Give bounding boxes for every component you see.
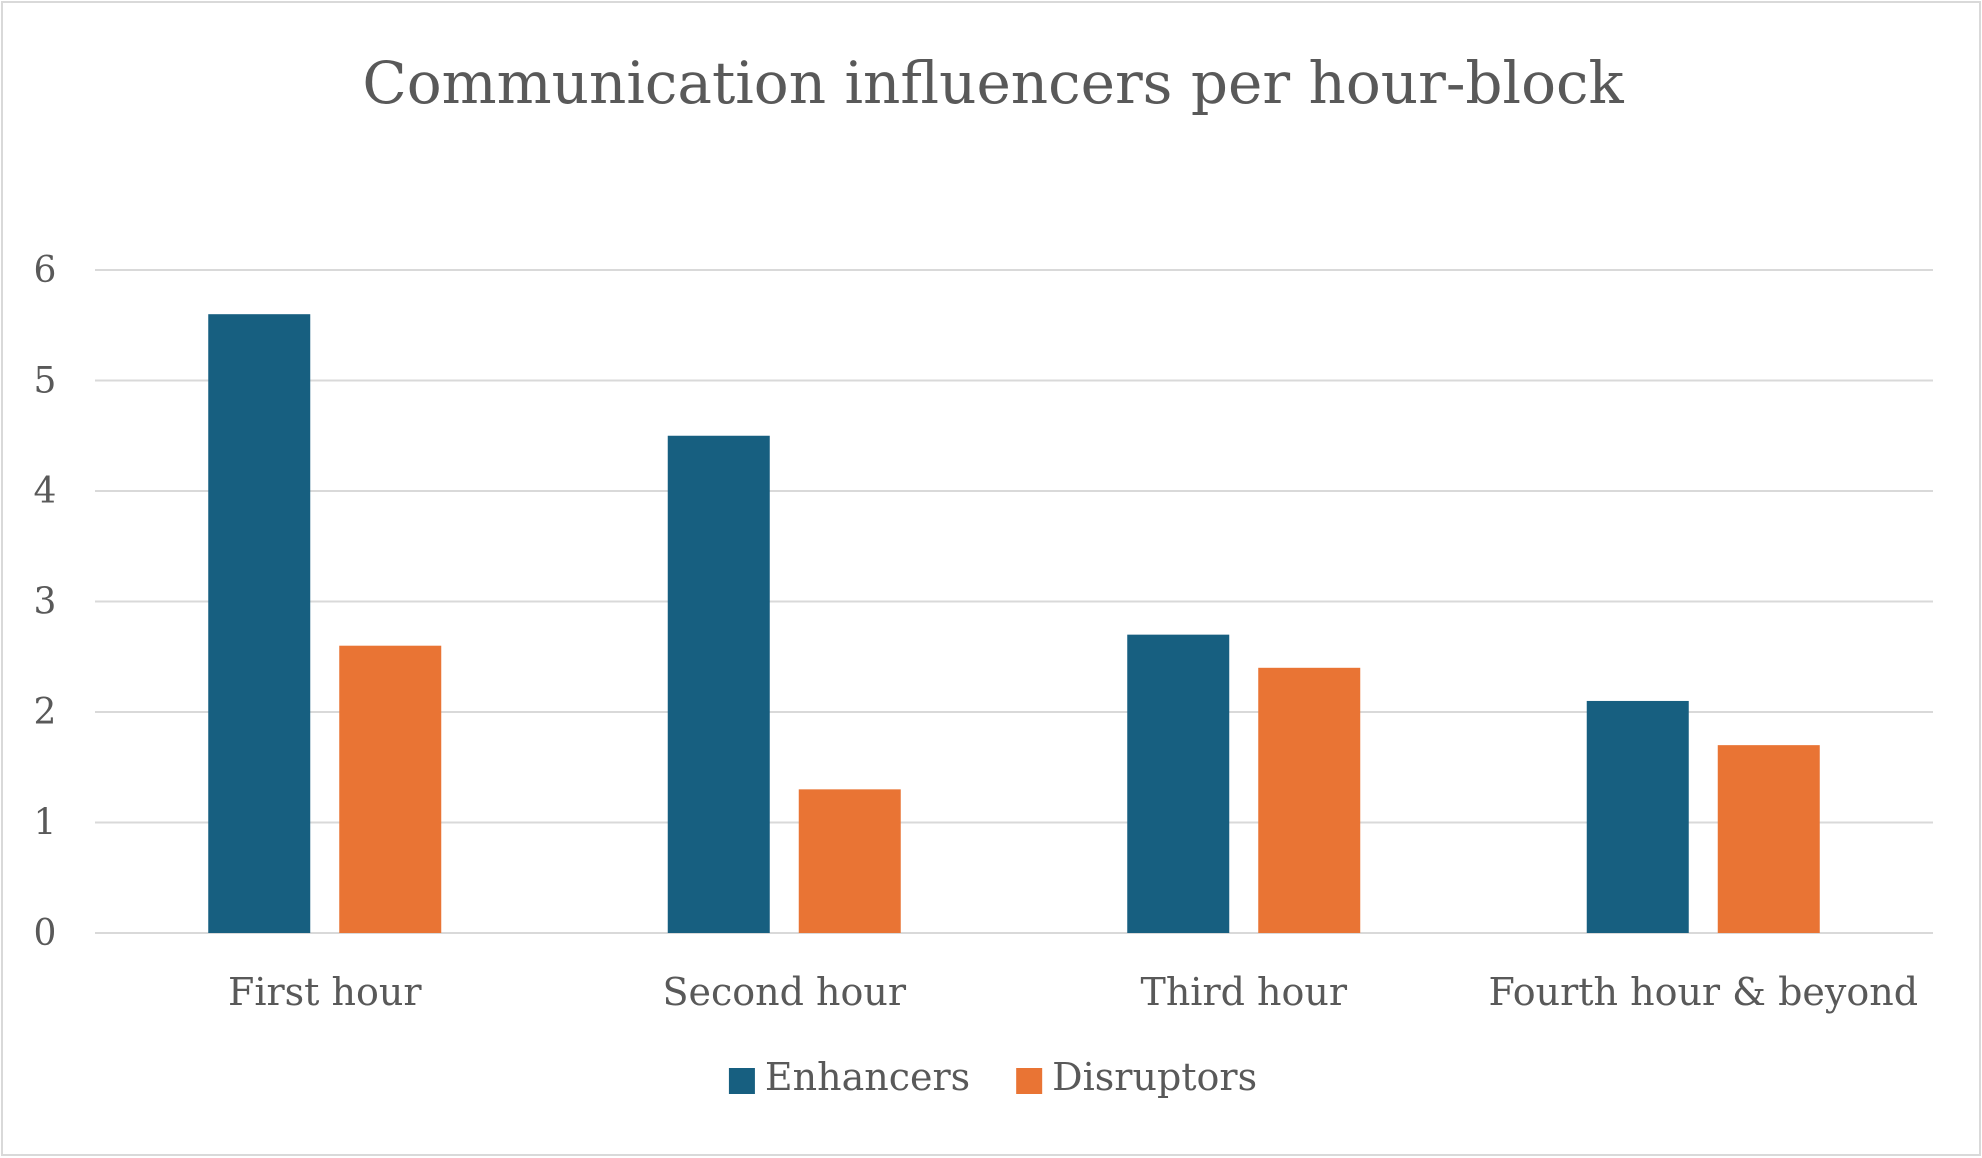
x-category-label: Fourth hour & beyond xyxy=(1488,970,1918,1014)
bar-disruptors-2 xyxy=(798,789,901,933)
legend-item-enhancers: Enhancers xyxy=(728,1055,970,1099)
y-axis-ticks: 0 1 2 3 4 5 6 xyxy=(34,250,57,954)
bars xyxy=(208,314,1820,933)
x-category-label: Third hour xyxy=(1140,970,1347,1014)
bar-disruptors-3 xyxy=(1258,667,1361,933)
legend-swatch xyxy=(728,1068,755,1094)
bar-enhancers-1 xyxy=(208,314,311,933)
bar-enhancers-4 xyxy=(1586,700,1689,933)
legend-label: Enhancers xyxy=(765,1055,970,1099)
y-tick-label: 5 xyxy=(34,361,57,402)
chart-title: Communication influencers per hour-block xyxy=(362,49,1624,117)
x-category-label: First hour xyxy=(228,970,422,1014)
x-axis-categories: First hour Second hour Third hour Fourth ho… xyxy=(228,970,1918,1014)
y-tick-label: 2 xyxy=(34,692,57,733)
y-tick-label: 3 xyxy=(34,582,57,623)
bar-enhancers-2 xyxy=(667,435,770,933)
bar-disruptors-1 xyxy=(339,645,442,933)
x-category-label: Second hour xyxy=(662,970,906,1014)
y-tick-label: 1 xyxy=(34,803,57,844)
legend-label: Disruptors xyxy=(1052,1055,1257,1099)
y-tick-label: 0 xyxy=(34,913,57,954)
bar-enhancers-3 xyxy=(1127,634,1230,933)
y-tick-label: 6 xyxy=(34,250,57,291)
legend-item-disruptors: Disruptors xyxy=(1016,1055,1257,1099)
y-tick-label: 4 xyxy=(34,471,57,512)
legend: Enhancers Disruptors xyxy=(728,1055,1257,1099)
bar-chart: Communication influencers per hour-block… xyxy=(34,49,1933,1099)
bar-disruptors-4 xyxy=(1717,745,1820,933)
legend-swatch xyxy=(1016,1068,1043,1094)
